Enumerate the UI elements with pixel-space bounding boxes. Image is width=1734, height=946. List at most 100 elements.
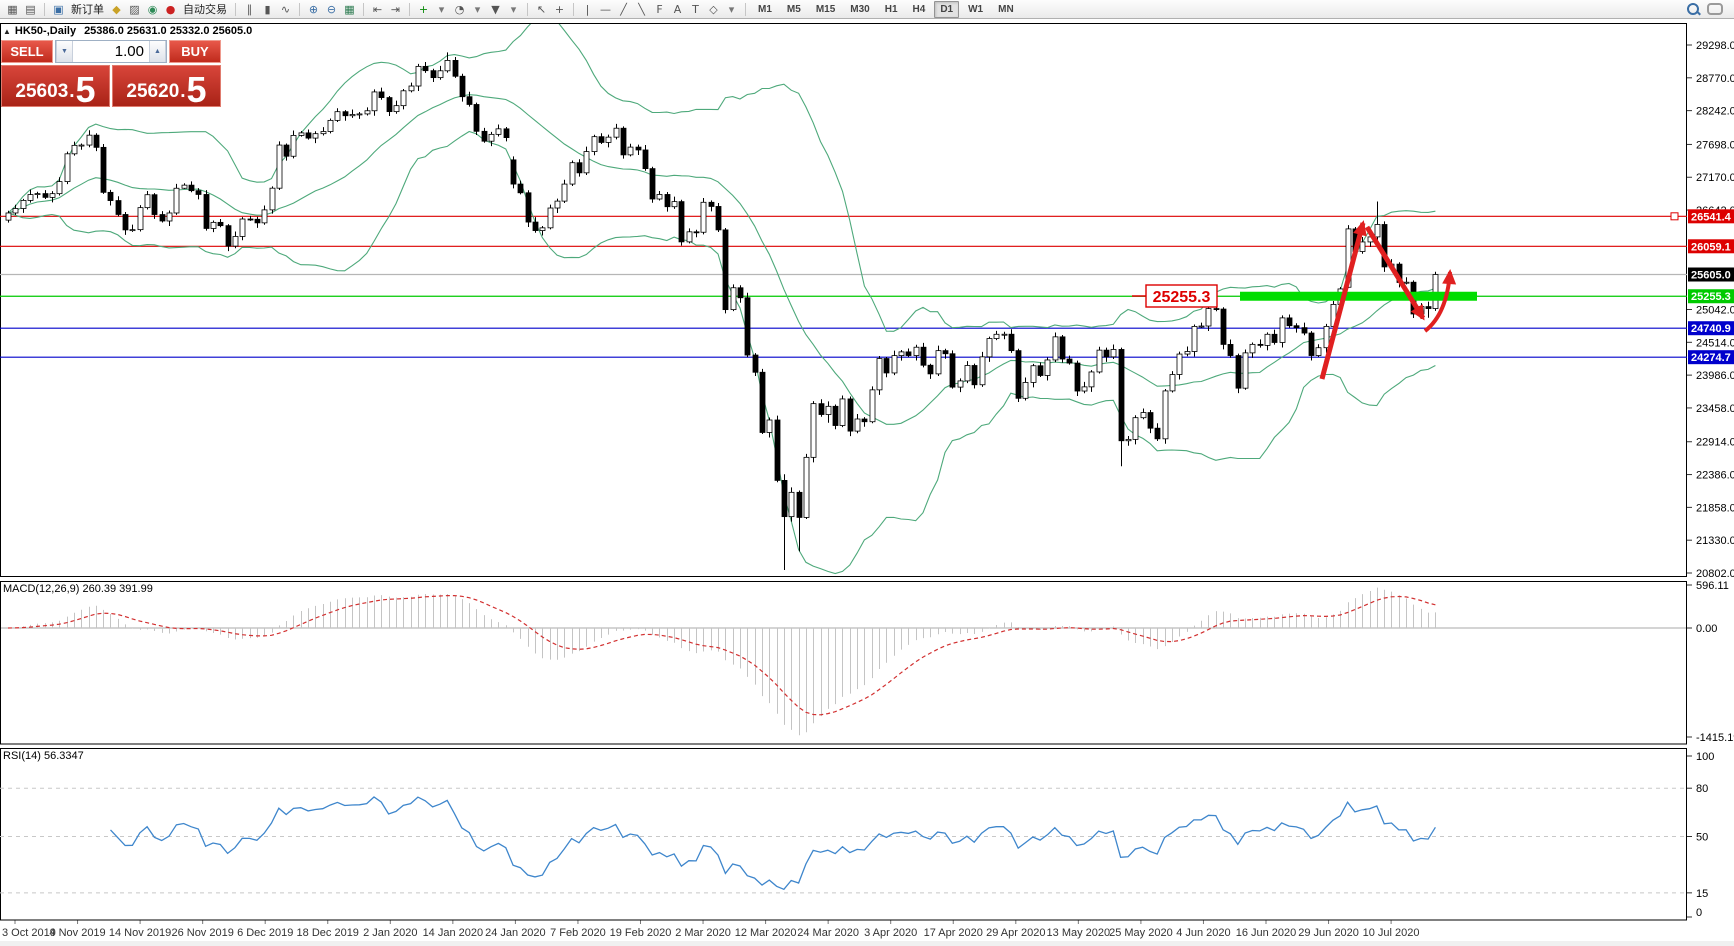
candle-body bbox=[239, 218, 246, 237]
dropdown-caret-icon[interactable]: ▾ bbox=[728, 2, 735, 16]
timeframe-M5[interactable]: M5 bbox=[786, 3, 801, 15]
vline-icon[interactable]: | bbox=[585, 2, 590, 16]
chat-icon[interactable] bbox=[1707, 3, 1723, 15]
date-label: 12 Mar 2020 bbox=[735, 927, 797, 939]
autotrading-label[interactable]: 自动交易 bbox=[183, 4, 227, 16]
macd-label: MACD(12,26,9) 260.39 391.99 bbox=[3, 583, 153, 595]
price-tick-label: 29298.0 bbox=[1696, 40, 1734, 52]
candle-body bbox=[1147, 412, 1154, 429]
candle-body bbox=[1162, 390, 1169, 440]
dropdown-caret-icon[interactable]: ▾ bbox=[510, 2, 517, 16]
metaeditor-icon[interactable]: ◆ bbox=[112, 2, 121, 16]
toolbar-separator bbox=[235, 2, 236, 16]
signals-icon[interactable]: ◉ bbox=[147, 2, 158, 16]
market-watch-icon[interactable]: ▦ bbox=[7, 2, 18, 16]
auto-scroll-icon[interactable]: ⇤ bbox=[372, 2, 383, 16]
zoom-in-icon[interactable]: ⊕ bbox=[308, 2, 319, 16]
price-tick-label: 21330.0 bbox=[1696, 535, 1734, 547]
candle-body bbox=[532, 221, 539, 231]
label-icon[interactable]: T bbox=[692, 2, 699, 16]
macd-panel bbox=[0, 581, 1687, 745]
chart-candles-icon[interactable]: ▮ bbox=[264, 2, 271, 16]
candle-body bbox=[1235, 355, 1242, 389]
rsi-axis: 100 80 50 15 0 bbox=[1687, 751, 1714, 919]
timeframe-M1[interactable]: M1 bbox=[758, 3, 772, 15]
candle-body bbox=[71, 144, 78, 155]
templates-icon[interactable]: ▼ bbox=[491, 2, 500, 16]
buy-button[interactable]: BUY bbox=[169, 40, 221, 63]
candle-body bbox=[312, 133, 319, 139]
dropdown-caret-icon[interactable]: ▾ bbox=[438, 2, 445, 16]
timeframe-H4[interactable]: H4 bbox=[912, 3, 926, 15]
candle-body bbox=[949, 353, 956, 388]
date-label: 10 Jul 2020 bbox=[1363, 927, 1420, 939]
candle-body bbox=[422, 65, 429, 72]
symbol-period-label: HK50-,Daily bbox=[14, 25, 77, 37]
toolbar-right bbox=[1687, 3, 1729, 15]
dropdown-caret-icon[interactable]: ▾ bbox=[474, 2, 481, 16]
candle-body bbox=[1001, 333, 1008, 336]
candle-body bbox=[686, 231, 693, 243]
timeframe-D1[interactable]: D1 bbox=[934, 0, 960, 18]
candle-body bbox=[664, 194, 671, 208]
timeframe-MN[interactable]: MN bbox=[998, 3, 1014, 15]
trendline-icon[interactable]: ╱ bbox=[620, 2, 627, 16]
candle-body bbox=[34, 193, 41, 195]
candle-body bbox=[276, 144, 283, 189]
highlight-bar-drawing[interactable] bbox=[1240, 291, 1477, 301]
bollinger-middle bbox=[7, 94, 1436, 425]
candle-body bbox=[93, 134, 100, 148]
tile-windows-icon[interactable]: ▦ bbox=[344, 2, 355, 16]
timeframe-M30[interactable]: M30 bbox=[850, 3, 870, 15]
sell-button[interactable]: SELL bbox=[1, 40, 53, 63]
autotrading-icon[interactable]: ● bbox=[165, 2, 176, 16]
price-tick-label: 22914.0 bbox=[1696, 437, 1734, 449]
volume-input[interactable]: 1.00 bbox=[114, 43, 144, 60]
buy-price-display[interactable]: 25620. 5 bbox=[112, 65, 221, 108]
date-label: 14 Nov 2019 bbox=[109, 927, 171, 939]
line-handle[interactable] bbox=[1670, 212, 1679, 221]
hline-icon[interactable]: — bbox=[600, 2, 611, 16]
candle-body bbox=[803, 456, 810, 518]
sell-price-display[interactable]: 25603. 5 bbox=[1, 65, 110, 108]
candle-body bbox=[495, 128, 502, 135]
trend-arrow-1[interactable] bbox=[1319, 220, 1367, 380]
indicators-icon[interactable]: + bbox=[418, 2, 429, 16]
timeframe-M15[interactable]: M15 bbox=[815, 3, 836, 15]
candle-body bbox=[708, 201, 715, 207]
candle-body bbox=[883, 358, 890, 374]
candle-body bbox=[1279, 317, 1286, 343]
periods-icon[interactable]: ◔ bbox=[454, 2, 465, 16]
chart-drawings: 25255.3 bbox=[1132, 220, 1477, 380]
candle-body bbox=[818, 403, 825, 415]
text-icon[interactable]: A bbox=[673, 2, 682, 16]
one-click-collapse-icon[interactable]: ▲ bbox=[3, 27, 11, 36]
price-tag-box[interactable] bbox=[1145, 284, 1218, 308]
fibonacci-icon[interactable]: F bbox=[656, 2, 663, 16]
crosshair-icon[interactable]: + bbox=[554, 2, 565, 16]
timeframe-W1[interactable]: W1 bbox=[968, 3, 984, 15]
chart-bars-icon[interactable]: ∥ bbox=[246, 2, 253, 16]
timeframe-H1[interactable]: H1 bbox=[884, 3, 898, 15]
zoom-out-icon[interactable]: ⊖ bbox=[326, 2, 337, 16]
new-order-label[interactable]: 新订单 bbox=[71, 4, 104, 16]
volume-up-icon[interactable]: ▲ bbox=[149, 41, 166, 62]
trend-arrow-2[interactable] bbox=[1364, 225, 1426, 321]
search-icon[interactable] bbox=[1687, 3, 1699, 15]
candle-body bbox=[913, 346, 920, 356]
trend-arrow-3[interactable] bbox=[1423, 269, 1457, 333]
date-label: 4 Jun 2020 bbox=[1176, 927, 1230, 939]
chart-line-icon[interactable]: ∿ bbox=[280, 2, 291, 16]
candle-body bbox=[693, 231, 700, 234]
chart-shift-icon[interactable]: ⇥ bbox=[390, 2, 401, 16]
channel-icon[interactable]: ╲ bbox=[638, 2, 645, 16]
cursor-icon[interactable]: ↖ bbox=[536, 2, 547, 16]
expert-advisors-icon[interactable]: ▨ bbox=[129, 2, 140, 16]
volume-down-icon[interactable]: ▼ bbox=[56, 41, 73, 62]
new-order-icon[interactable]: ▣ bbox=[53, 2, 64, 16]
candle-body bbox=[583, 151, 590, 174]
data-window-icon[interactable]: ▤ bbox=[25, 2, 36, 16]
price-tick-label: 23986.0 bbox=[1696, 370, 1734, 382]
shapes-icon[interactable]: ◇ bbox=[709, 2, 718, 16]
candle-body bbox=[979, 356, 986, 386]
